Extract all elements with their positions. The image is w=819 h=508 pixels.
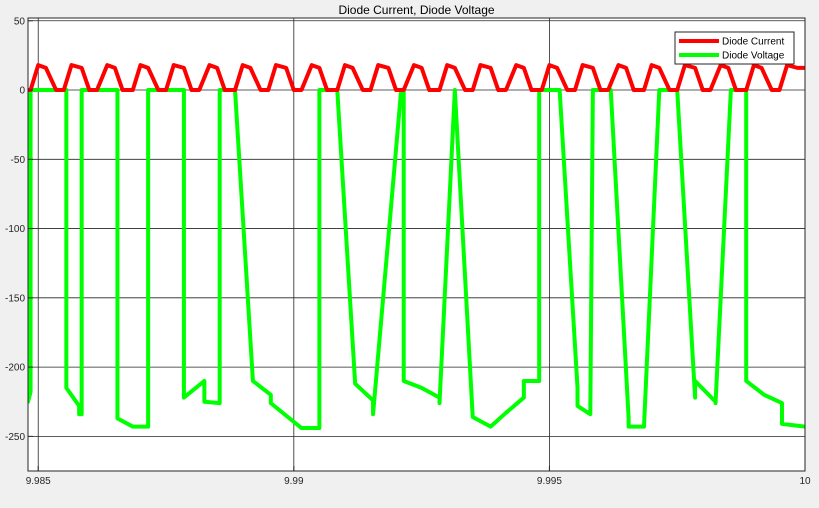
x-tick-label: 9.995 — [537, 476, 562, 487]
axis-ticks: 9.985 9.99 9.995 10 50 0 -50 -100 -150 -200 -250 — [5, 16, 811, 487]
y-tick-label: 0 — [19, 86, 25, 97]
x-tick-label: 9.99 — [284, 476, 304, 487]
grid-lines — [28, 18, 806, 471]
chart-title: Diode Current, Diode Voltage — [338, 3, 494, 17]
legend: Diode Current Diode Voltage — [674, 31, 795, 65]
y-tick-label: 50 — [14, 16, 26, 27]
legend-label: Diode Voltage — [722, 51, 785, 62]
y-tick-label: -250 — [5, 432, 25, 443]
y-tick-label: -100 — [5, 224, 25, 235]
legend-box — [674, 31, 795, 65]
legend-label: Diode Current — [722, 37, 784, 48]
plot-area — [28, 18, 805, 471]
x-tick-label: 9.985 — [26, 476, 51, 487]
plot-frame — [27, 17, 806, 472]
series-line-diode-current — [28, 63, 805, 93]
y-tick-label: -200 — [5, 363, 25, 374]
y-tick-label: -150 — [5, 293, 25, 304]
series-layer — [28, 63, 805, 431]
y-tick-label: -50 — [11, 155, 26, 166]
x-tick-label: 10 — [799, 476, 811, 487]
